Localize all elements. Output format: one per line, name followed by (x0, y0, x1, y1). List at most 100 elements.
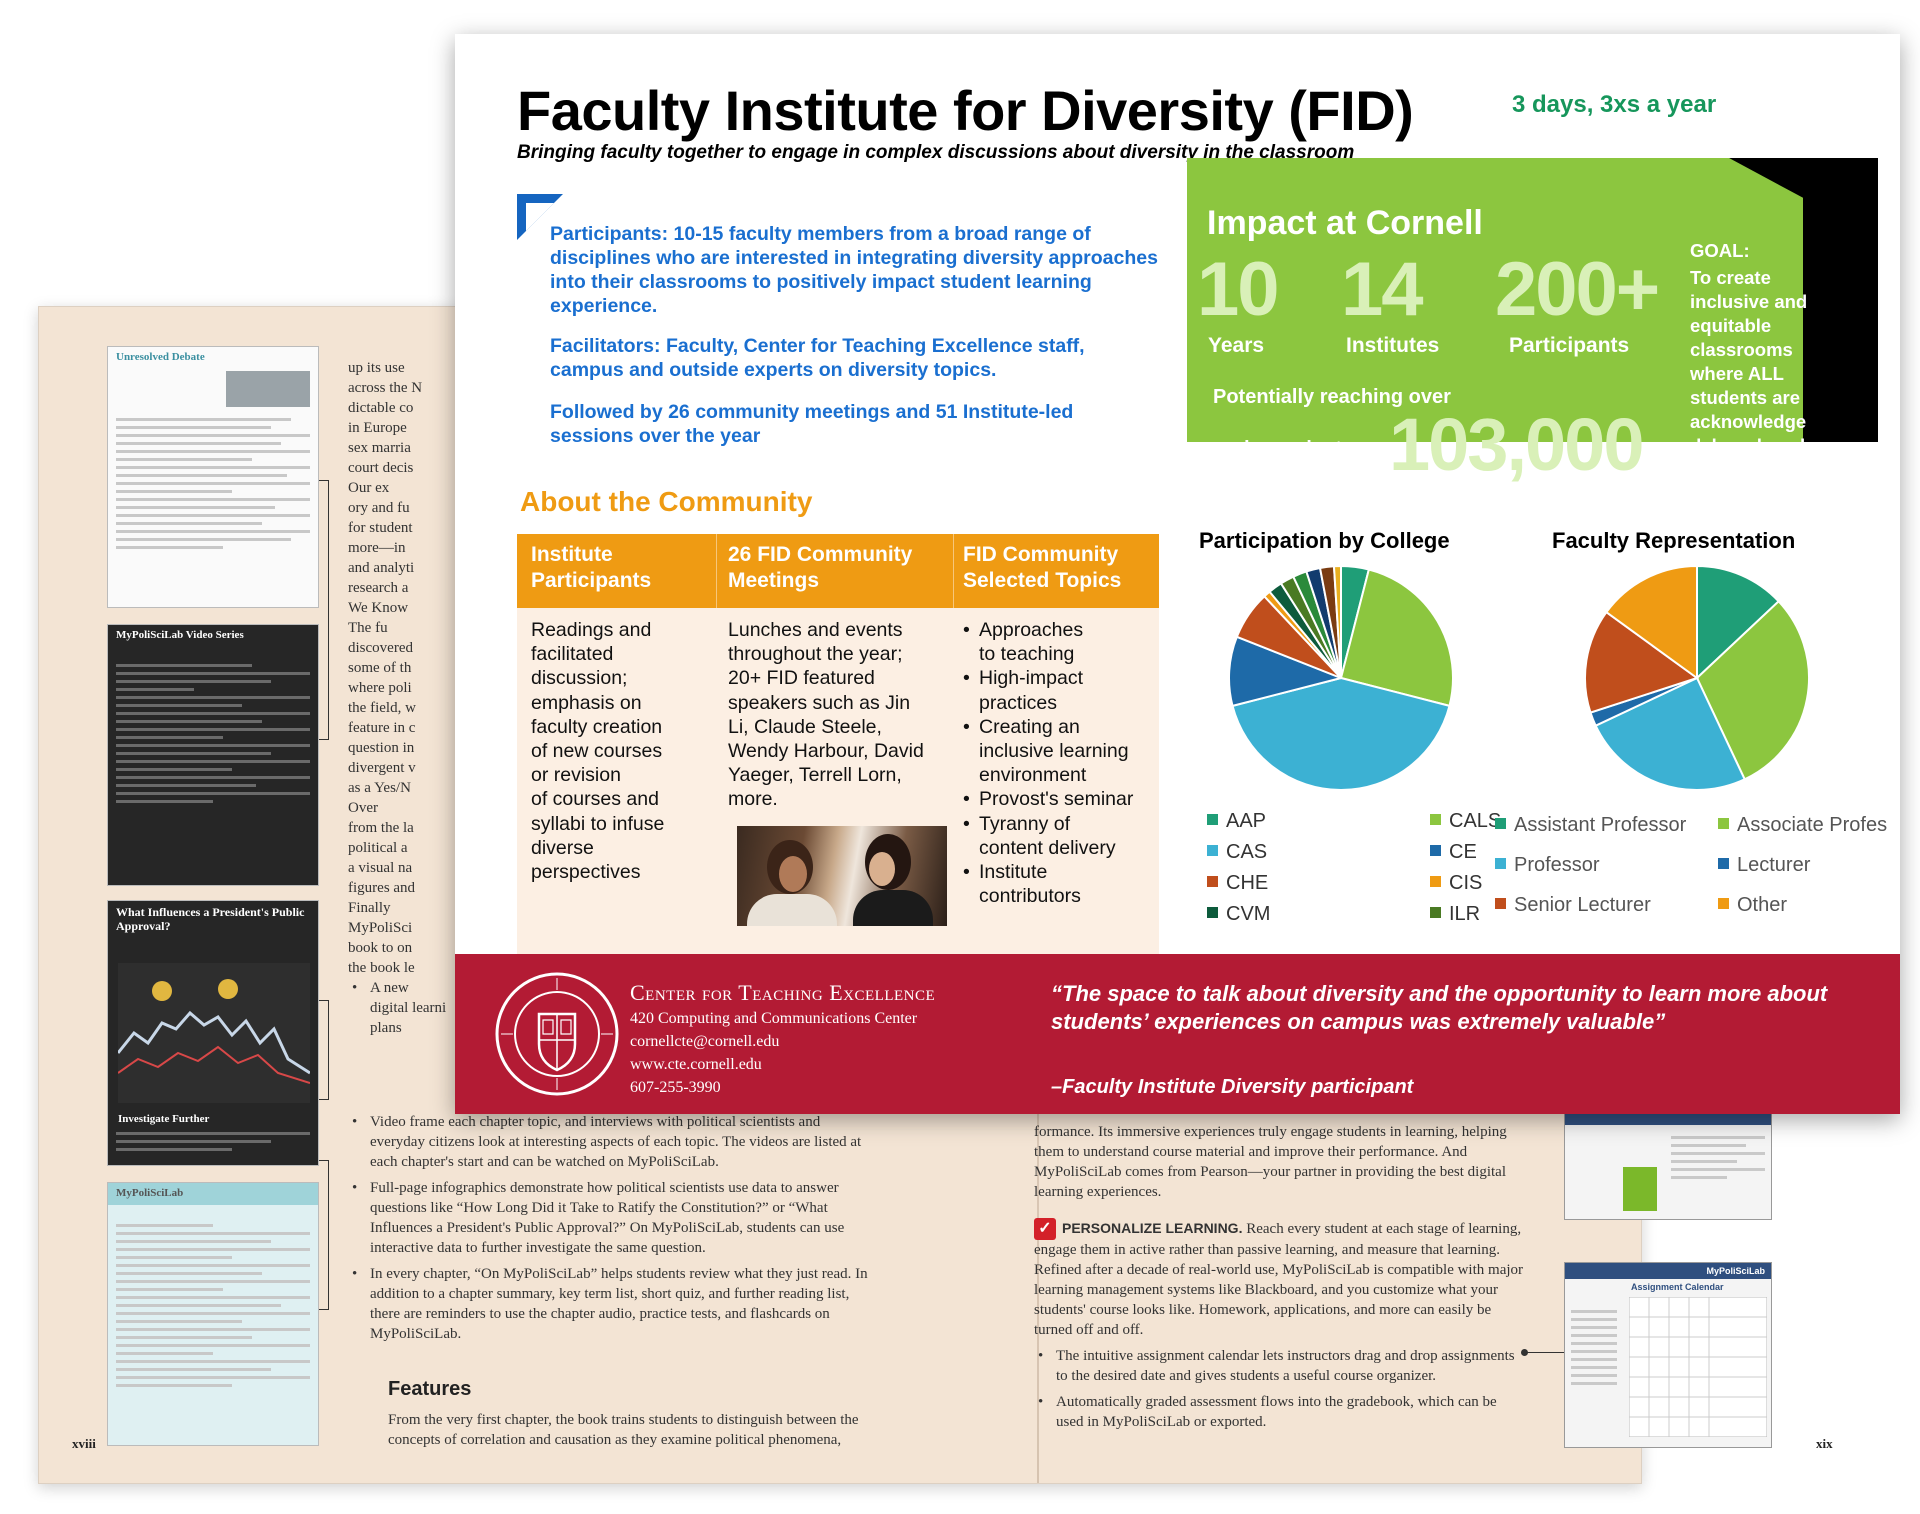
screenshot-mypoliscilab-home (1564, 1112, 1772, 1220)
thumbnail-video-series: MyPoliSciLab Video Series (107, 624, 319, 886)
quote-attribution: –Faculty Institute Diversity participant (1051, 1076, 1414, 1098)
legend-swatch (1430, 876, 1441, 887)
legend-label: Assistant Professor (1514, 814, 1687, 836)
cell-line: facilitated (531, 643, 614, 666)
cte-phone: 607-255-3990 (630, 1079, 721, 1096)
text-line: Over (348, 800, 378, 816)
participants-text: Participants: 10-15 faculty members from… (550, 223, 1158, 317)
cell-line: Li, Claude Steele, (728, 715, 882, 738)
followed-by-text: Followed by 26 community meetings and 51… (550, 401, 1074, 447)
cell-line: Lunches and events (728, 619, 903, 641)
goal-line: can thrive. (1690, 459, 1783, 480)
legend-item: CAS (1207, 841, 1267, 864)
topic-line: environment (979, 764, 1087, 787)
text-line: from the la (348, 820, 414, 836)
legend-swatch (1495, 818, 1506, 829)
features-heading: Features (388, 1378, 472, 1400)
text-line: Finally (348, 900, 391, 916)
thumbnail-text-lines (116, 659, 310, 808)
text-line: discovered (348, 640, 413, 656)
legend-item: Professor (1495, 854, 1600, 877)
thumbnail-header-bar (108, 1183, 318, 1205)
text-line: the book le (348, 960, 415, 976)
legend-label: CVM (1226, 903, 1271, 925)
impact-panel (1187, 158, 1803, 442)
goal-line: equitable (1690, 315, 1772, 336)
legend-label: CAS (1226, 841, 1268, 863)
topic-line: Institute (979, 861, 1048, 884)
cell-line: Yaeger, Terrell Lorn, (728, 764, 902, 787)
footer-band: Center for Teaching Excellence 420 Compu… (455, 954, 1900, 1114)
text-line: a visual na (348, 860, 413, 876)
fid-flyer: Faculty Institute for Diversity (FID) 3 … (455, 34, 1900, 1114)
flyer-subtitle: Bringing faculty together to engage in c… (517, 142, 1355, 163)
features-text: From the very first chapter, the book tr… (388, 1412, 859, 1448)
legend-swatch (1207, 814, 1218, 825)
pie-slice-senior-lecturer (1584, 610, 1700, 714)
legend-item: ILR (1430, 903, 1480, 926)
goal-line: students are (1690, 387, 1801, 408)
flyer-title: Faculty Institute for Diversity (FID) (517, 79, 1414, 142)
connector-bracket (319, 1000, 329, 1100)
topic-line: Provost's seminar (979, 788, 1134, 811)
stat-participants-value: 200+ (1495, 247, 1660, 332)
text-line: divergent v (348, 760, 416, 776)
pie-chart-college (1228, 564, 1454, 791)
flyer-tagline: 3 days, 3xs a year (1512, 91, 1717, 118)
pie-slice-associate-profes (1695, 599, 1810, 781)
legend-item: CE (1430, 841, 1477, 864)
legend-label: CE (1449, 841, 1477, 863)
topic-line: contributors (979, 885, 1081, 908)
corner-mark-icon (517, 194, 563, 240)
cell-line: Wendy Harbour, David (728, 740, 924, 763)
legend-swatch (1718, 858, 1729, 869)
stat-years-value: 10 (1197, 247, 1280, 332)
cell-institute-participants: Readings and facilitated discussion; emphas… (531, 618, 664, 884)
faculty-photo (737, 826, 947, 926)
legend-item: Senior Lecturer (1495, 894, 1651, 917)
legend-item: Other (1718, 894, 1787, 917)
cell-community-meetings: Lunches and events throughout the year; 20… (728, 618, 924, 812)
legend-label: Lecturer (1737, 854, 1811, 876)
cell-line: more. (728, 788, 778, 811)
text-line: as a Yes/N (348, 780, 411, 796)
thumbnail-text-lines (116, 1219, 310, 1392)
participant-quote: “The space to talk about diversity and t… (1051, 981, 1828, 1034)
goal-text: To create inclusive and equitable classroom… (1690, 266, 1870, 482)
text-line: The fu (348, 620, 388, 636)
col-head-topics: FID Community Selected Topics (963, 543, 1122, 592)
topic-item: Provost's seminar (963, 787, 1133, 811)
about-heading: About the Community (520, 486, 813, 517)
legend-item: CALS (1430, 810, 1501, 833)
cell-line: Readings and (531, 619, 652, 641)
pie-slice-professor (1594, 676, 1747, 791)
legend-swatch (1495, 898, 1506, 909)
stat-years-label: Years (1208, 334, 1265, 357)
pie-slice-other (1604, 564, 1698, 680)
legend-swatch (1430, 814, 1441, 825)
text-line: political a (348, 840, 408, 856)
legend-swatch (1495, 858, 1506, 869)
cell-line: of courses and (531, 788, 659, 811)
table-header-row: Institute Participants 26 FID Community Me… (517, 534, 1159, 608)
text-line: court decis (348, 460, 414, 476)
reach-text-line2: undergraduates (1213, 438, 1365, 460)
callout-line (1526, 1352, 1564, 1353)
text-line: some of th (348, 660, 412, 676)
thumbnail-title: MyPoliSciLab Video Series (116, 629, 244, 641)
thumbnail-title: Unresolved Debate (116, 351, 205, 363)
stat-participants-label: Participants (1509, 334, 1630, 357)
text-line: across the N (348, 380, 423, 396)
callout-dot (1521, 1349, 1528, 1356)
legend-label: CIS (1449, 872, 1483, 894)
col-head-meetings: 26 FID Community Meetings (728, 543, 913, 592)
legend-label: Professor (1514, 854, 1600, 876)
legend-label: Other (1737, 894, 1788, 916)
topic-line: to teaching (979, 643, 1075, 666)
cell-line: discussion; (531, 667, 628, 690)
